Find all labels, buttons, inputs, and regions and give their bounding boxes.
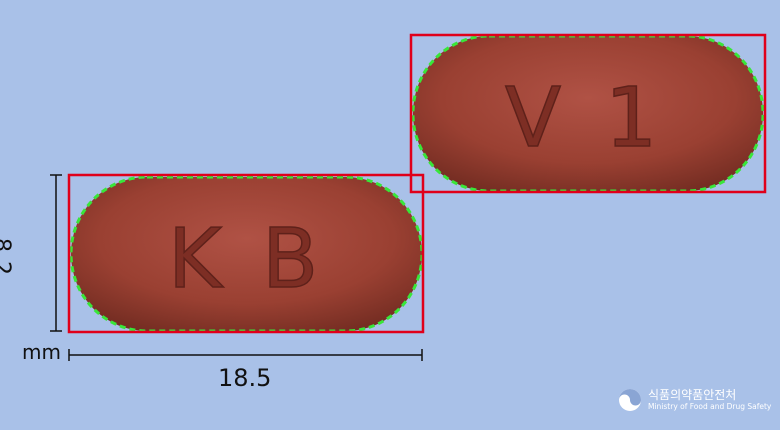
mfds-logo: 식품의약품안전처 Ministry of Food and Drug Safet… xyxy=(618,386,772,416)
mfds-emblem-icon xyxy=(619,389,641,411)
width-value: 18.5 xyxy=(218,364,272,392)
bounding-box xyxy=(67,173,425,334)
imprint-left: K xyxy=(168,212,224,307)
unit-label: mm xyxy=(22,340,61,364)
height-value: 8.2 xyxy=(0,238,14,276)
logo-korean-text: 식품의약품안전처 xyxy=(648,388,737,402)
logo-english-text: Ministry of Food and Drug Safety xyxy=(648,402,772,411)
pill-front: K B xyxy=(67,173,425,334)
pill-back: V 1 xyxy=(409,33,767,194)
bounding-box xyxy=(409,33,767,194)
imprint-right: B xyxy=(262,212,318,307)
imprint-left: V xyxy=(505,71,561,166)
imprint-right: 1 xyxy=(605,71,657,166)
height-dimension-line xyxy=(50,174,62,332)
width-dimension-line xyxy=(68,349,423,361)
